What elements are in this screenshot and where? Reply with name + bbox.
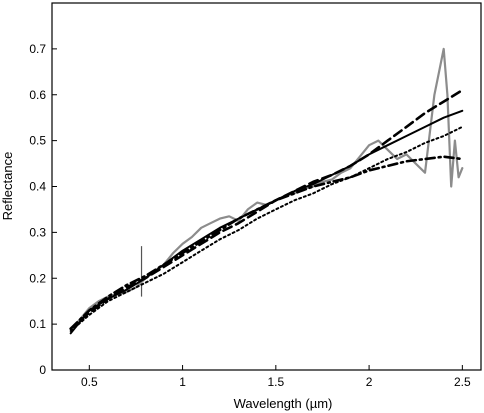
x-tick-label: 1: [179, 375, 186, 389]
y-tick-label: 0.1: [29, 317, 46, 331]
y-axis: 0 0.1 0.2 0.3 0.4 0.5 0.6 0.7: [29, 42, 57, 377]
y-axis-label: Reflectance: [0, 152, 15, 221]
series-line-black-dashdot: [69, 155, 464, 331]
series-line-black-solid: [69, 109, 464, 335]
x-tick-label: 1.5: [267, 375, 284, 389]
series-line-black-dashed: [69, 88, 464, 331]
y-tick-label: 0: [39, 363, 46, 377]
y-tick-label: 0.7: [29, 42, 46, 56]
y-tick-label: 0.4: [29, 180, 46, 194]
y-tick-label: 0.6: [29, 88, 46, 102]
x-axis-label: Wavelength (µm): [234, 396, 333, 411]
y-tick-label: 0.5: [29, 134, 46, 148]
x-tick-label: 0.5: [81, 375, 98, 389]
series-line-black-dotted: [69, 125, 464, 332]
y-tick-label: 0.2: [29, 271, 46, 285]
x-tick-label: 2: [366, 375, 373, 389]
y-tick-label: 0.3: [29, 225, 46, 239]
plot-frame: [51, 2, 482, 371]
x-tick-label: 2.5: [454, 375, 471, 389]
series-layer: [69, 47, 464, 335]
plot-border: [51, 2, 482, 371]
x-axis: 0.5 1 1.5 2 2.5: [81, 365, 471, 389]
